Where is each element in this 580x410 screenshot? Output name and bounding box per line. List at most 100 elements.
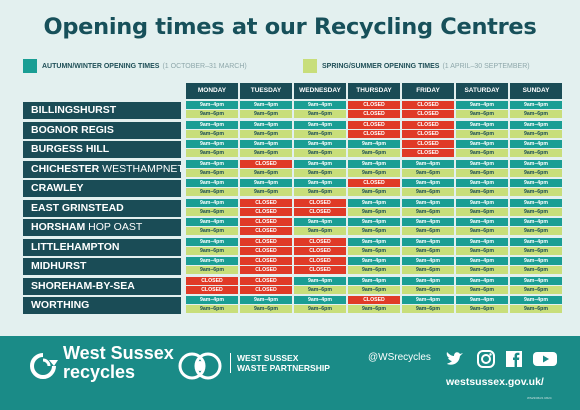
- spring-time-cell: 9am–6pm: [240, 149, 292, 157]
- spring-time-cell: 9am–6pm: [402, 168, 454, 177]
- autumn-time-cell: CLOSED: [240, 218, 292, 226]
- autumn-time-cell: 9am–4pm: [240, 120, 292, 129]
- autumn-time-cell: 9am–4pm: [348, 218, 400, 226]
- centre-name-text: BURGESS HILL: [31, 143, 110, 155]
- spring-time-cell: 9am–6pm: [402, 246, 454, 255]
- spring-time-cell: 9am–6pm: [240, 305, 292, 313]
- autumn-time-cell: 9am–4pm: [456, 237, 508, 246]
- autumn-time-cell: 9am–4pm: [294, 296, 346, 304]
- spring-time-cell: 9am–6pm: [348, 246, 400, 255]
- autumn-time-cell: 9am–4pm: [240, 101, 292, 109]
- autumn-time-cell: 9am–4pm: [186, 101, 238, 109]
- social-handle[interactable]: @WSrecycles: [368, 352, 431, 363]
- print-code: WS23/06/21 R624: [527, 396, 552, 400]
- spring-time-cell: CLOSED: [240, 285, 292, 294]
- autumn-time-cell: 9am–4pm: [348, 257, 400, 265]
- centre-name-text: SHOREHAM-BY-SEA: [31, 279, 135, 292]
- spring-time-cell: 9am–6pm: [456, 110, 508, 118]
- autumn-time-cell: 9am–4pm: [348, 159, 400, 168]
- spring-time-cell: 9am–6pm: [510, 207, 562, 216]
- autumn-time-cell: 9am–4pm: [240, 140, 292, 148]
- autumn-time-cell: 9am–4pm: [456, 257, 508, 265]
- autumn-time-cell: 9am–4pm: [510, 159, 562, 168]
- youtube-icon[interactable]: [533, 350, 557, 368]
- autumn-time-cell: 9am–4pm: [402, 276, 454, 285]
- day-header-sunday: SUNDAY: [510, 83, 562, 99]
- waste-partnership-logo-icon: [178, 352, 222, 380]
- spring-time-cell: 9am–6pm: [510, 129, 562, 138]
- autumn-time-cell: 9am–4pm: [186, 237, 238, 246]
- recycle-arrows-icon: [30, 353, 58, 379]
- autumn-time-cell: 9am–4pm: [456, 179, 508, 187]
- spring-time-cell: 9am–6pm: [456, 246, 508, 255]
- autumn-time-cell: 9am–4pm: [456, 296, 508, 304]
- spring-time-cell: CLOSED: [294, 246, 346, 255]
- spring-time-cell: 9am–6pm: [510, 285, 562, 294]
- spring-time-cell: 9am–6pm: [348, 188, 400, 196]
- centre-name-text: BILLINGSHURST: [31, 104, 117, 116]
- spring-time-cell: 9am–6pm: [402, 227, 454, 235]
- autumn-time-cell: CLOSED: [294, 237, 346, 246]
- spring-time-cell: 9am–6pm: [186, 149, 238, 157]
- spring-time-cell: CLOSED: [402, 110, 454, 118]
- centre-name: CRAWLEY: [23, 180, 181, 197]
- centre-name: WORTHING: [23, 297, 181, 314]
- autumn-time-cell: CLOSED: [348, 120, 400, 129]
- day-header-monday: MONDAY: [186, 83, 238, 99]
- twitter-icon[interactable]: [446, 350, 464, 368]
- spring-time-cell: 9am–6pm: [240, 129, 292, 138]
- spring-time-cell: CLOSED: [348, 129, 400, 138]
- centre-name: BOGNOR REGIS: [23, 121, 181, 139]
- spring-time-cell: 9am–6pm: [240, 188, 292, 196]
- website-link[interactable]: westsussex.gov.uk/: [446, 376, 544, 388]
- centre-name: LITTLEHAMPTON: [23, 238, 181, 256]
- legend-spring: SPRING/SUMMER OPENING TIMES (1 APRIL–30 …: [303, 59, 530, 73]
- autumn-time-cell: 9am–4pm: [402, 237, 454, 246]
- partnership-line1: WEST SUSSEX: [237, 353, 299, 363]
- spring-time-cell: 9am–6pm: [186, 266, 238, 274]
- legend-spring-range: (1 APRIL–30 SEPTEMBER): [442, 62, 530, 70]
- spring-time-cell: 9am–6pm: [456, 305, 508, 313]
- spring-time-cell: 9am–6pm: [348, 149, 400, 157]
- spring-time-cell: 9am–6pm: [456, 266, 508, 274]
- spring-time-cell: 9am–6pm: [510, 246, 562, 255]
- spring-time-cell: 9am–6pm: [456, 207, 508, 216]
- spring-time-cell: 9am–6pm: [294, 227, 346, 235]
- spring-time-cell: 9am–6pm: [456, 227, 508, 235]
- spring-time-cell: 9am–6pm: [294, 149, 346, 157]
- autumn-time-cell: 9am–4pm: [186, 198, 238, 207]
- autumn-time-cell: 9am–4pm: [294, 276, 346, 285]
- spring-time-cell: 9am–6pm: [186, 305, 238, 313]
- centre-site-suffix: WESTHAMPNETT: [102, 162, 181, 175]
- autumn-time-cell: 9am–4pm: [348, 140, 400, 148]
- autumn-time-cell: 9am–4pm: [186, 120, 238, 129]
- spring-time-cell: CLOSED: [294, 207, 346, 216]
- autumn-time-cell: 9am–4pm: [186, 218, 238, 226]
- autumn-time-cell: 9am–4pm: [186, 179, 238, 187]
- autumn-time-cell: 9am–4pm: [510, 179, 562, 187]
- autumn-time-cell: 9am–4pm: [456, 120, 508, 129]
- autumn-time-cell: CLOSED: [294, 198, 346, 207]
- brand-line2: recycles: [63, 362, 136, 382]
- centre-name: BURGESS HILL: [23, 141, 181, 158]
- autumn-time-cell: 9am–4pm: [402, 179, 454, 187]
- spring-time-cell: 9am–6pm: [348, 207, 400, 216]
- autumn-time-cell: 9am–4pm: [186, 159, 238, 168]
- autumn-time-cell: CLOSED: [402, 101, 454, 109]
- autumn-time-cell: 9am–4pm: [456, 198, 508, 207]
- spring-time-cell: 9am–6pm: [186, 110, 238, 118]
- autumn-time-cell: CLOSED: [348, 101, 400, 109]
- centre-name-text: WORTHING: [31, 299, 90, 311]
- brand-logo[interactable]: West Sussex recycles: [63, 344, 174, 382]
- facebook-icon[interactable]: [505, 350, 523, 368]
- centre-name: SHOREHAM-BY-SEA: [23, 277, 181, 295]
- spring-time-cell: 9am–6pm: [510, 188, 562, 196]
- spring-time-cell: 9am–6pm: [294, 129, 346, 138]
- autumn-time-cell: CLOSED: [402, 120, 454, 129]
- autumn-time-cell: 9am–4pm: [510, 296, 562, 304]
- spring-time-cell: CLOSED: [240, 227, 292, 235]
- legend-spring-label: SPRING/SUMMER OPENING TIMES: [322, 62, 440, 70]
- instagram-icon[interactable]: [477, 350, 495, 368]
- spring-time-cell: CLOSED: [402, 129, 454, 138]
- legend-autumn: AUTUMN/WINTER OPENING TIMES (1 OCTOBER–3…: [23, 59, 247, 73]
